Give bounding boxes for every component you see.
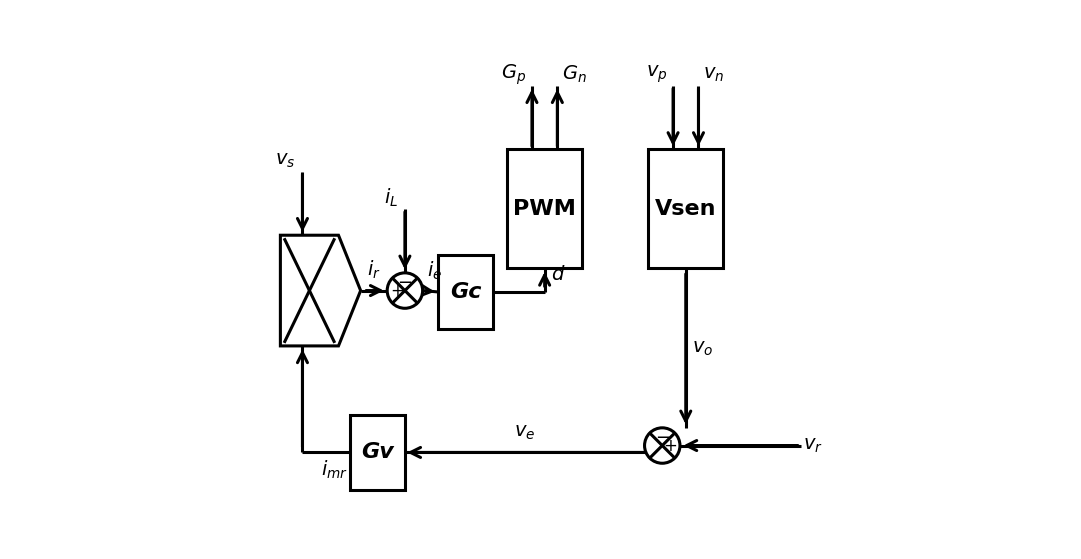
Text: $v_e$: $v_e$ bbox=[515, 424, 535, 443]
Text: −: − bbox=[655, 429, 670, 447]
Circle shape bbox=[387, 273, 423, 308]
FancyBboxPatch shape bbox=[349, 415, 405, 490]
Text: $v_n$: $v_n$ bbox=[703, 65, 724, 84]
Text: $i_{mr}$: $i_{mr}$ bbox=[321, 459, 348, 481]
Text: Vsen: Vsen bbox=[655, 199, 717, 219]
Text: $i_e$: $i_e$ bbox=[427, 259, 442, 282]
Text: +: + bbox=[664, 437, 677, 454]
Text: $i_r$: $i_r$ bbox=[368, 258, 381, 281]
FancyBboxPatch shape bbox=[507, 149, 582, 268]
Text: $v_r$: $v_r$ bbox=[803, 436, 824, 455]
FancyBboxPatch shape bbox=[438, 254, 493, 329]
Text: Gc: Gc bbox=[450, 282, 481, 302]
Text: −: − bbox=[398, 273, 413, 292]
Polygon shape bbox=[280, 235, 361, 346]
Text: +: + bbox=[390, 282, 404, 300]
FancyBboxPatch shape bbox=[649, 149, 723, 268]
Circle shape bbox=[644, 428, 680, 463]
Text: Gv: Gv bbox=[361, 443, 393, 462]
Text: $G_p$: $G_p$ bbox=[502, 63, 526, 87]
Text: $v_p$: $v_p$ bbox=[646, 64, 668, 86]
Text: $i_L$: $i_L$ bbox=[384, 187, 398, 209]
Text: $d$: $d$ bbox=[551, 265, 565, 284]
Text: PWM: PWM bbox=[513, 199, 576, 219]
Text: $G_n$: $G_n$ bbox=[562, 64, 587, 86]
Text: $v_o$: $v_o$ bbox=[693, 339, 713, 358]
Text: $v_s$: $v_s$ bbox=[276, 151, 296, 170]
